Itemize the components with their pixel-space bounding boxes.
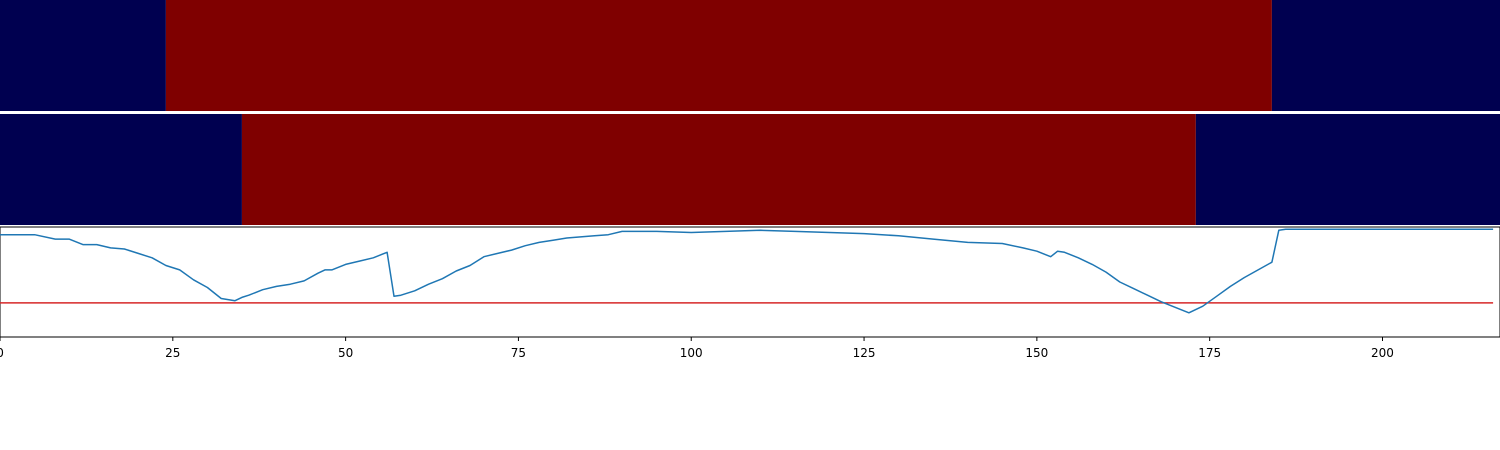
top-heatmap-panel: [0, 0, 1500, 111]
series-line: [0, 228, 1494, 314]
middle-heatmap-segment-1: [241, 114, 1196, 225]
x-tick-label-0: 0: [0, 346, 4, 360]
middle-heatmap-panel: [0, 114, 1500, 225]
x-tick-label-150: 150: [1025, 346, 1048, 360]
line-panel-frame: [0, 226, 1500, 338]
x-tick-label-50: 50: [338, 346, 353, 360]
top-heatmap-segment-0: [0, 0, 166, 111]
x-axis: 0 25 50 75 100 125 150 175 200: [0, 337, 1394, 360]
x-tick-label-75: 75: [511, 346, 526, 360]
middle-heatmap-segment-0: [0, 114, 242, 225]
x-tick-label-125: 125: [853, 346, 876, 360]
x-tick-label-175: 175: [1198, 346, 1221, 360]
bottom-line-panel: [0, 226, 1500, 338]
middle-heatmap-segment-2: [1195, 114, 1500, 225]
x-tick-label-200: 200: [1371, 346, 1394, 360]
top-heatmap-segment-2: [1271, 0, 1500, 111]
x-tick-label-100: 100: [680, 346, 703, 360]
top-heatmap-segment-1: [165, 0, 1272, 111]
x-tick-label-25: 25: [165, 346, 180, 360]
